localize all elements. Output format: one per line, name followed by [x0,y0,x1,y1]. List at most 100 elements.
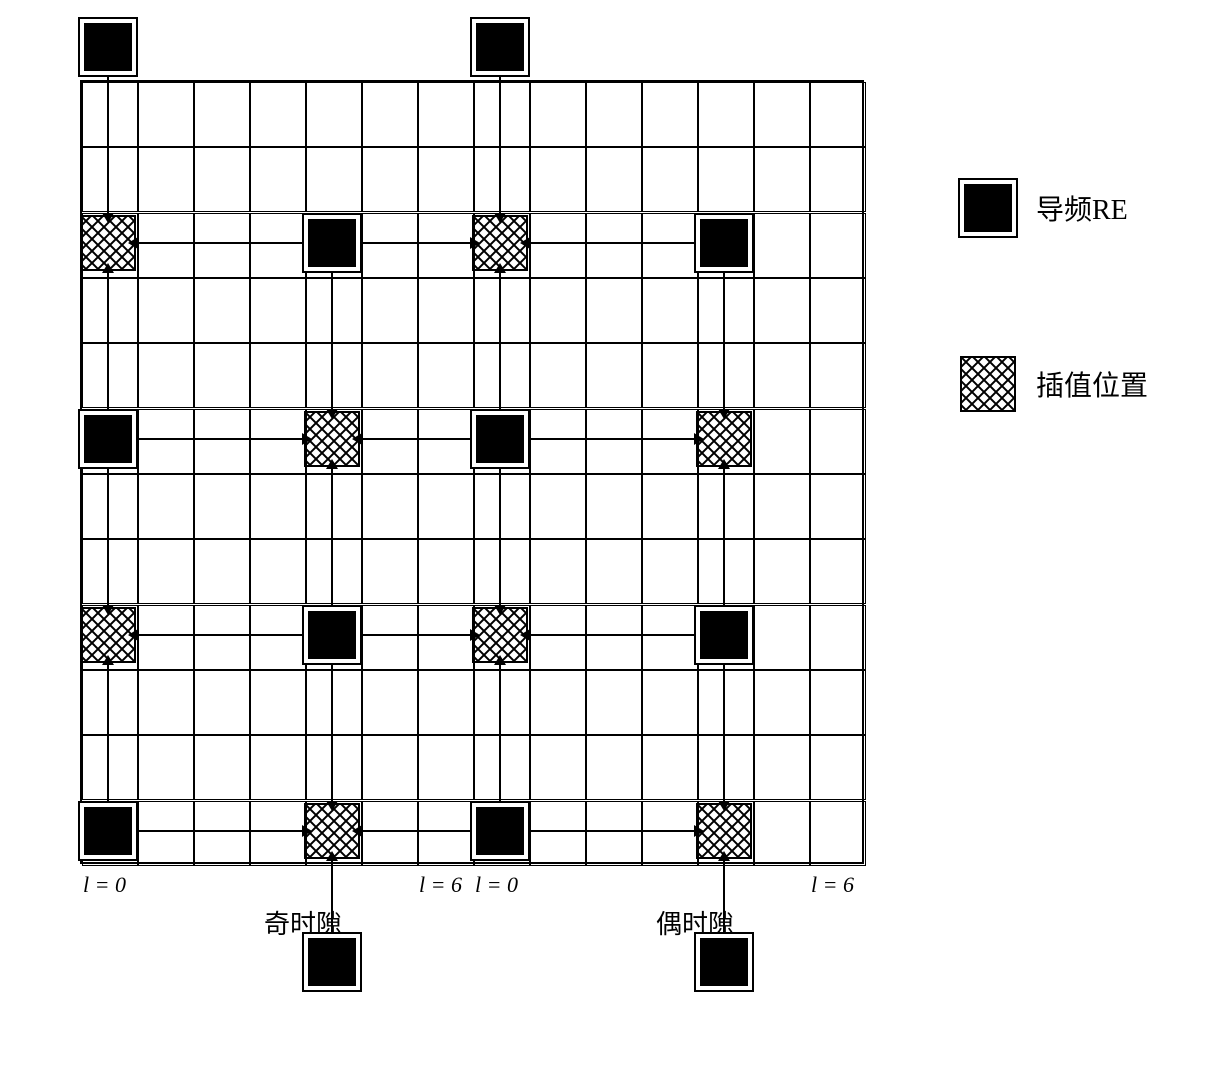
grid-cell [530,147,586,212]
grid-cell [82,343,138,408]
grid-cell [530,278,586,343]
grid-cell [474,147,530,212]
grid-cell [810,735,866,800]
grid-cell [138,213,194,278]
grid-cell [306,278,362,343]
grid-cell [418,82,474,147]
grid-cell [138,539,194,604]
grid-cell [754,735,810,800]
grid-cell [810,539,866,604]
grid-cell [194,474,250,539]
grid-cell [642,343,698,408]
grid-cell [250,147,306,212]
interpolation-position [304,803,360,859]
grid-cell [586,735,642,800]
legend-pilot-label: 导频RE [1036,188,1128,228]
pilot-re [304,215,360,271]
grid-cell [306,735,362,800]
pilot-re [304,607,360,663]
grid-cell [306,343,362,408]
pilot-re [696,215,752,271]
grid-cell [306,539,362,604]
grid-cell [698,147,754,212]
grid-cell [138,82,194,147]
grid-cell [418,605,474,670]
grid-cell [754,605,810,670]
grid-cell [418,670,474,735]
grid-cell [362,670,418,735]
grid-cell [250,343,306,408]
grid-cell [138,670,194,735]
grid-cell [698,735,754,800]
pilot-re [696,607,752,663]
grid-cell [82,147,138,212]
grid-cell [530,213,586,278]
grid-cell [586,474,642,539]
grid-cell [474,343,530,408]
grid-cell [138,474,194,539]
grid-cell [754,343,810,408]
grid-cell [362,82,418,147]
grid-cell [418,343,474,408]
grid-cell [586,213,642,278]
grid-cell [418,409,474,474]
grid-cell [194,539,250,604]
grid-cell [474,474,530,539]
grid-cell [642,213,698,278]
grid-cell [754,409,810,474]
pilot-re [696,934,752,990]
grid-cell [698,82,754,147]
grid-cell [754,474,810,539]
grid-cell [138,147,194,212]
legend: 导频RE 插值位置 [960,180,1148,412]
axis-label: l = 6 [419,872,462,898]
legend-interp: 插值位置 [960,356,1148,412]
grid-cell [250,670,306,735]
grid-cell [642,670,698,735]
axis-label: l = 6 [811,872,854,898]
grid-cell [698,343,754,408]
grid-cell [194,147,250,212]
grid-cell [698,539,754,604]
grid-cell [530,474,586,539]
grid-cell [194,735,250,800]
grid-cell [754,82,810,147]
legend-pilot: 导频RE [960,180,1148,236]
grid-cell [306,670,362,735]
grid-cell [698,474,754,539]
grid-cell [250,735,306,800]
grid-cell [642,539,698,604]
grid-cell [698,278,754,343]
grid-cell [362,409,418,474]
grid-cell [82,82,138,147]
grid-cell [418,801,474,866]
grid-cell [474,735,530,800]
grid-cell [474,82,530,147]
grid-cell [754,539,810,604]
grid-cell [418,735,474,800]
grid-cell [362,343,418,408]
grid-cell [194,409,250,474]
grid-cell [82,670,138,735]
grid-cell [810,147,866,212]
grid-cell [698,670,754,735]
grid-cell [586,605,642,670]
grid-cell [82,539,138,604]
grid-cell [250,539,306,604]
grid-cell [362,735,418,800]
pilot-symbol [960,180,1016,236]
grid-cell [754,213,810,278]
grid-cell [194,343,250,408]
axis-label: l = 0 [83,872,126,898]
grid-cell [474,670,530,735]
grid-cell [250,213,306,278]
grid-cell [530,343,586,408]
grid-cell [810,605,866,670]
pilot-re [304,934,360,990]
grid-cell [586,278,642,343]
grid-cell [586,147,642,212]
grid-cell [82,735,138,800]
pilot-re [472,803,528,859]
grid-cell [362,605,418,670]
grid-cell [250,605,306,670]
